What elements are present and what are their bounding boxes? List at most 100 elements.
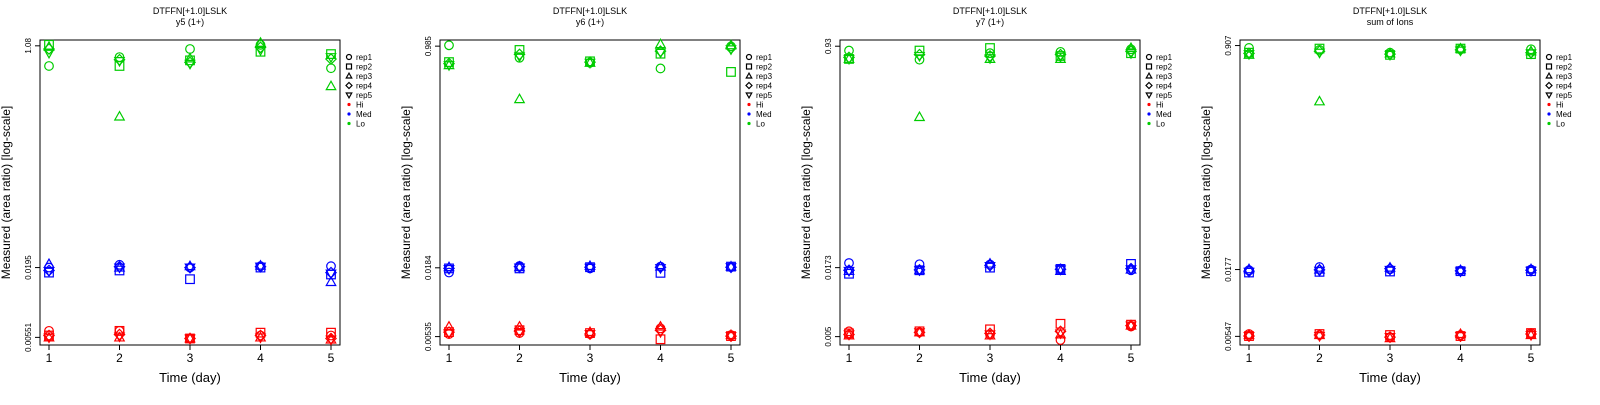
- x-axis-label: Time (day): [159, 370, 221, 385]
- data-point: [513, 320, 526, 331]
- data-point: [184, 332, 196, 343]
- legend-marker-med: [1547, 112, 1551, 116]
- data-point: [254, 262, 267, 273]
- legend-label: rep2: [756, 63, 773, 72]
- y-tick-label: 0.0184: [424, 255, 433, 280]
- data-point: [654, 48, 667, 59]
- data-point: [254, 259, 267, 270]
- legend-marker-hi: [347, 102, 351, 107]
- legend-label: rep4: [1156, 82, 1173, 91]
- data-point: [185, 274, 195, 285]
- data-point: [325, 335, 337, 346]
- legend-label: rep5: [356, 91, 373, 100]
- legend-marker-rep2: [345, 63, 353, 70]
- data-point: [326, 261, 336, 272]
- data-point: [43, 48, 55, 60]
- legend-marker-rep1: [345, 53, 353, 61]
- legend-marker-rep1: [1545, 53, 1553, 61]
- legend-label: Med: [1556, 110, 1572, 119]
- data-point: [114, 61, 125, 71]
- data-point: [654, 320, 667, 331]
- data-point: [1313, 266, 1326, 278]
- data-point: [584, 56, 596, 67]
- y-tick-label: 0.93: [824, 38, 833, 54]
- data-point: [326, 63, 336, 74]
- x-tick-label: 5: [1128, 351, 1135, 365]
- data-point: [184, 263, 196, 274]
- data-point: [513, 328, 526, 339]
- x-tick-label: 1: [846, 351, 853, 365]
- data-point: [654, 38, 667, 49]
- data-point: [725, 260, 737, 271]
- data-point: [1314, 43, 1325, 54]
- y-tick-label: 0.005: [824, 326, 833, 347]
- legend-label: rep2: [356, 63, 373, 72]
- data-point: [1454, 46, 1467, 57]
- data-point: [444, 327, 454, 337]
- legend-marker-rep2: [745, 63, 753, 70]
- data-point: [326, 327, 336, 338]
- legend-label: rep3: [1156, 72, 1173, 81]
- y-axis-label: Measured (area ratio) [log-scale]: [399, 106, 413, 279]
- data-point: [1525, 263, 1537, 274]
- data-point: [254, 41, 267, 54]
- legend-marker-med: [347, 112, 351, 116]
- data-point: [325, 275, 337, 287]
- x-tick-label: 5: [1528, 351, 1535, 365]
- data-point: [1454, 267, 1467, 278]
- x-axis-label: Time (day): [1359, 370, 1421, 385]
- legend-marker-hi: [1547, 102, 1551, 107]
- data-point: [325, 269, 337, 280]
- data-point: [43, 333, 55, 344]
- x-tick-label: 5: [728, 351, 735, 365]
- legend-label: rep5: [1156, 91, 1173, 100]
- legend-label: rep2: [1156, 63, 1173, 72]
- x-axis-label: Time (day): [959, 370, 1021, 385]
- legend-marker-lo: [1547, 121, 1551, 126]
- legend-marker-lo: [1147, 121, 1151, 126]
- data-point: [913, 51, 926, 63]
- legend-label: Lo: [756, 120, 765, 129]
- legend-marker-rep3: [1145, 71, 1153, 79]
- legend-label: rep4: [756, 82, 773, 91]
- legend-label: rep3: [356, 72, 373, 81]
- data-point: [444, 263, 454, 274]
- y-tick-label: 0.00547: [1224, 321, 1233, 350]
- y-tick-label: 0.985: [424, 36, 433, 57]
- legend-marker-rep4: [345, 81, 353, 90]
- data-point: [1125, 319, 1137, 330]
- x-tick-label: 4: [1457, 351, 1464, 365]
- chart-subtitle: y6 (1+): [576, 17, 604, 27]
- legend-marker-med: [1147, 112, 1151, 116]
- data-point: [513, 52, 526, 63]
- data-point: [655, 63, 666, 74]
- data-point: [113, 110, 126, 121]
- x-tick-label: 5: [328, 351, 335, 365]
- legend-marker-med: [747, 112, 751, 116]
- legend-label: rep4: [1556, 82, 1573, 91]
- x-tick-label: 3: [187, 351, 194, 365]
- data-point: [44, 61, 54, 71]
- data-point: [113, 263, 126, 274]
- data-point: [43, 267, 55, 278]
- data-point: [913, 264, 926, 275]
- data-point: [1525, 49, 1537, 60]
- plot-frame: [39, 39, 341, 346]
- data-point: [1454, 332, 1467, 343]
- x-tick-label: 2: [916, 351, 923, 365]
- data-point: [184, 52, 196, 63]
- legend-marker-lo: [747, 121, 751, 126]
- data-point: [984, 330, 996, 341]
- legend-label: rep2: [1556, 63, 1573, 72]
- data-point: [1384, 333, 1396, 344]
- legend-marker-rep3: [745, 71, 753, 79]
- data-point: [584, 263, 596, 274]
- data-point: [726, 67, 736, 77]
- y-tick-label: 0.0177: [1224, 257, 1233, 282]
- plot-frame: [839, 39, 1141, 346]
- legend-marker-rep1: [1145, 53, 1153, 61]
- legend-label: rep3: [756, 72, 773, 81]
- legend-label: Med: [356, 110, 372, 119]
